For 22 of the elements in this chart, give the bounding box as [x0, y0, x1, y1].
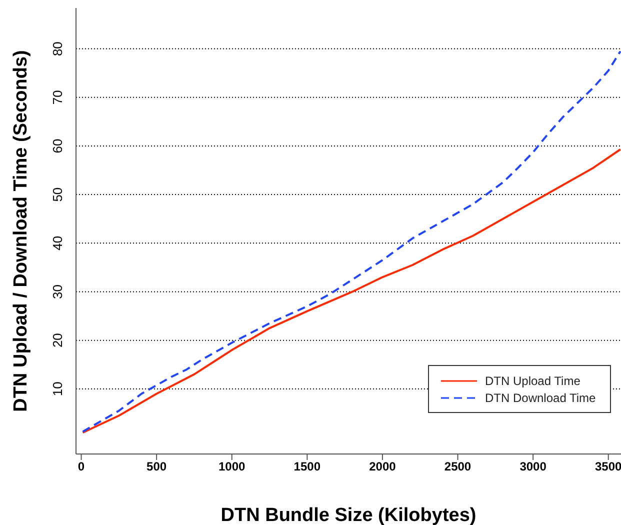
x-tick-label: 500: [146, 460, 167, 474]
y-tick-label: 70: [50, 90, 65, 105]
y-tick-label: 60: [50, 138, 65, 154]
x-tick-label: 3500: [595, 460, 621, 474]
x-axis-title: DTN Bundle Size (Kilobytes): [220, 505, 476, 525]
x-tick-label: 3000: [520, 460, 547, 474]
line-series: [82, 148, 621, 434]
x-tick-label: 2000: [369, 460, 396, 474]
x-tick-label: 1000: [218, 460, 246, 474]
y-tick-label: 10: [50, 382, 65, 396]
x-tick-label: 1500: [294, 460, 321, 474]
x-tick-label: 2500: [444, 460, 472, 474]
legend-label: DTN Download Time: [485, 390, 596, 404]
y-tick-label: 80: [50, 42, 65, 56]
y-axis-title: DTN Upload / Download Time (Seconds): [10, 50, 32, 412]
legend-label: DTN Upload Time: [485, 374, 580, 388]
x-tick-label: 0: [78, 460, 85, 474]
y-tick-label: 30: [50, 284, 65, 299]
line-series: [82, 50, 621, 433]
y-tick-label: 20: [50, 333, 65, 348]
y-tick-label: 50: [50, 187, 65, 202]
y-tick-label: 40: [50, 236, 65, 250]
